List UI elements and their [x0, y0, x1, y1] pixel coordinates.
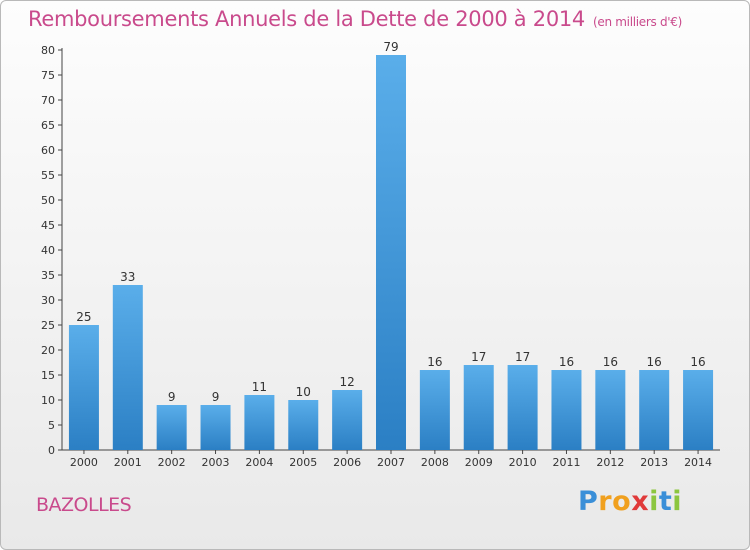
y-tick-label: 75: [41, 69, 55, 82]
chart-subtitle: (en milliers d'€): [593, 15, 683, 29]
y-tick-label: 10: [41, 394, 55, 407]
x-tick-label: 2005: [289, 456, 317, 469]
x-tick-label: 2008: [421, 456, 449, 469]
y-tick-label: 15: [41, 369, 55, 382]
commune-name: BAZOLLES: [36, 494, 132, 516]
x-tick-label: 2011: [552, 456, 580, 469]
y-tick-label: 0: [48, 444, 55, 457]
bar-value-label: 25: [76, 310, 91, 324]
bar-value-label: 17: [515, 350, 530, 364]
y-tick-label: 80: [41, 44, 55, 57]
y-tick-label: 60: [41, 144, 55, 157]
x-tick-label: 2012: [596, 456, 624, 469]
x-tick-label: 2013: [640, 456, 668, 469]
bar: [376, 55, 406, 450]
bar-value-label: 9: [212, 390, 220, 404]
bar: [463, 365, 494, 450]
y-tick-label: 65: [41, 119, 55, 132]
bar-value-label: 9: [168, 390, 176, 404]
x-tick-label: 2000: [70, 456, 98, 469]
bar-value-label: 16: [427, 355, 442, 369]
y-tick-label: 70: [41, 94, 55, 107]
bar-value-label: 16: [647, 355, 662, 369]
bar: [68, 325, 99, 450]
x-tick-label: 2001: [114, 456, 142, 469]
bar: [551, 370, 582, 450]
x-tick-label: 2014: [684, 456, 712, 469]
bar: [156, 405, 187, 450]
chart-title: Remboursements Annuels de la Dette de 20…: [28, 7, 682, 31]
y-tick-label: 40: [41, 244, 55, 257]
logo-letter-p: P: [578, 486, 599, 517]
x-tick-label: 2002: [158, 456, 186, 469]
logo-letter-t: t: [658, 486, 673, 517]
bar-value-label: 10: [296, 385, 311, 399]
bar-value-label: 12: [339, 375, 354, 389]
bar: [244, 395, 275, 450]
bar: [683, 370, 714, 450]
x-tick-label: 2003: [202, 456, 230, 469]
x-tick-label: 2010: [509, 456, 537, 469]
y-tick-label: 45: [41, 219, 55, 232]
bar-value-label: 16: [603, 355, 618, 369]
x-tick-label: 2007: [377, 456, 405, 469]
logo-letter-o: o: [612, 486, 632, 517]
logo-letter-i-2: i: [672, 486, 683, 517]
bar: [288, 400, 319, 450]
proxiti-logo: Proxiti: [578, 486, 682, 517]
bar-value-label: 79: [383, 40, 398, 54]
bar-value-label: 17: [471, 350, 486, 364]
chart-labels: 2000 25 2001 33 2002 9 2003 9 2004 11 2005 10 2006 12…: [70, 40, 712, 469]
chart-bars: [68, 55, 714, 450]
bar: [200, 405, 231, 450]
bar: [332, 390, 363, 450]
bar: [595, 370, 626, 450]
bar: [507, 365, 538, 450]
x-tick-label: 2006: [333, 456, 361, 469]
y-tick-label: 35: [41, 269, 55, 282]
bar: [419, 370, 450, 450]
x-tick-label: 2009: [465, 456, 493, 469]
y-tick-label: 20: [41, 344, 55, 357]
y-tick-label: 30: [41, 294, 55, 307]
y-tick-label: 5: [48, 419, 55, 432]
bar-value-label: 11: [252, 380, 267, 394]
bar: [639, 370, 670, 450]
y-tick-label: 50: [41, 194, 55, 207]
bar-value-label: 16: [690, 355, 705, 369]
logo-letter-i: i: [649, 486, 659, 517]
y-tick-label: 55: [41, 169, 55, 182]
logo-letter-r: r: [598, 486, 613, 517]
chart-title-text: Remboursements Annuels de la Dette de 20…: [28, 7, 585, 31]
y-tick-label: 25: [41, 319, 55, 332]
bar-value-label: 16: [559, 355, 574, 369]
bar: [112, 285, 143, 450]
logo-letter-x: x: [631, 486, 650, 517]
bar-value-label: 33: [120, 270, 135, 284]
x-tick-label: 2004: [245, 456, 273, 469]
